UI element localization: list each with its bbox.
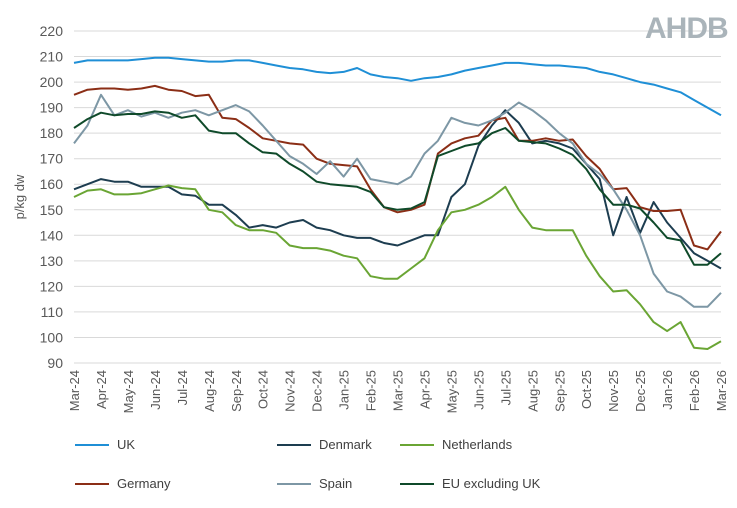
y-tick-label: 120 [40,278,64,294]
x-tick-label: Mar-26 [714,370,729,411]
y-tick-label: 180 [40,125,64,141]
legend-label: Netherlands [442,437,513,452]
legend-label: Denmark [319,437,372,452]
x-tick-label: May-24 [121,370,136,413]
x-tick-label: Oct-24 [256,370,271,409]
x-tick-label: Aug-24 [202,370,217,412]
y-tick-label: 110 [41,304,64,320]
x-tick-label: May-25 [444,370,459,413]
legend-swatch [277,443,311,446]
x-tick-label: Dec-25 [633,370,648,412]
legend-label: Germany [117,476,171,491]
x-tick-label: Jan-25 [337,370,352,410]
legend-item: Germany [75,476,170,491]
x-tick-label: Sep-24 [229,370,244,412]
legend-label: UK [117,437,136,452]
x-tick-label: Mar-25 [391,370,406,411]
x-tick-label: Apr-24 [94,370,109,409]
series-line-denmark [73,109,722,270]
y-tick-label: 170 [40,151,64,167]
series-line-netherlands [73,184,722,350]
legend-item: Spain [277,476,352,491]
legend-item: UK [75,437,135,452]
x-tick-label: Mar-24 [67,370,82,411]
x-tick-label: Jun-25 [471,370,486,410]
series-line-uk [73,56,722,117]
legend-swatch [277,482,311,485]
y-tick-label: 130 [40,253,64,269]
x-tick-label: Sep-25 [552,370,567,412]
y-tick-label: 150 [40,202,64,218]
y-tick-label: 210 [40,49,64,65]
legend-label: Spain [319,476,353,491]
legend-item: Netherlands [400,437,512,452]
x-tick-label: Feb-26 [687,370,702,411]
legend-swatch [75,482,109,485]
x-tick-label: Jan-26 [660,370,675,410]
legend-label: EU excluding UK [442,476,541,491]
x-tick-label: Nov-24 [283,370,298,412]
y-tick-label: 100 [40,329,64,345]
legend-item: EU excluding UK [400,476,540,491]
series-line-germany [73,84,722,251]
x-tick-label: Feb-25 [364,370,379,411]
legend-swatch [400,443,434,446]
y-tick-label: 200 [40,74,64,90]
line-chart: 90 100 110 120 130 140 150 160 170 180 190 200 210 22… [12,23,729,413]
x-tick-label: Oct-25 [579,370,594,409]
ahdb-logo: AHDB [645,12,729,45]
x-tick-label: Apr-25 [417,370,432,409]
x-tick-label: Nov-25 [606,370,621,412]
x-tick-label: Jun-24 [148,370,163,410]
y-tick-label: 90 [47,355,63,371]
series-line-spain [73,93,722,308]
x-tick-label: Jul-25 [498,370,513,405]
x-tick-label: Aug-25 [525,370,540,412]
y-axis-label: p/kg dw [12,174,27,219]
legend-swatch [75,443,109,446]
y-tick-label: 160 [40,176,64,192]
legend-item: Denmark [277,437,372,452]
legend-swatch [400,482,434,485]
y-tick-label: 190 [40,100,64,116]
series-line-eu-excluding-uk [73,110,722,266]
x-tick-label: Dec-24 [310,370,325,412]
y-tick-label: 140 [40,227,64,243]
x-tick-label: Jul-24 [175,370,190,405]
y-tick-label: 220 [40,23,64,39]
